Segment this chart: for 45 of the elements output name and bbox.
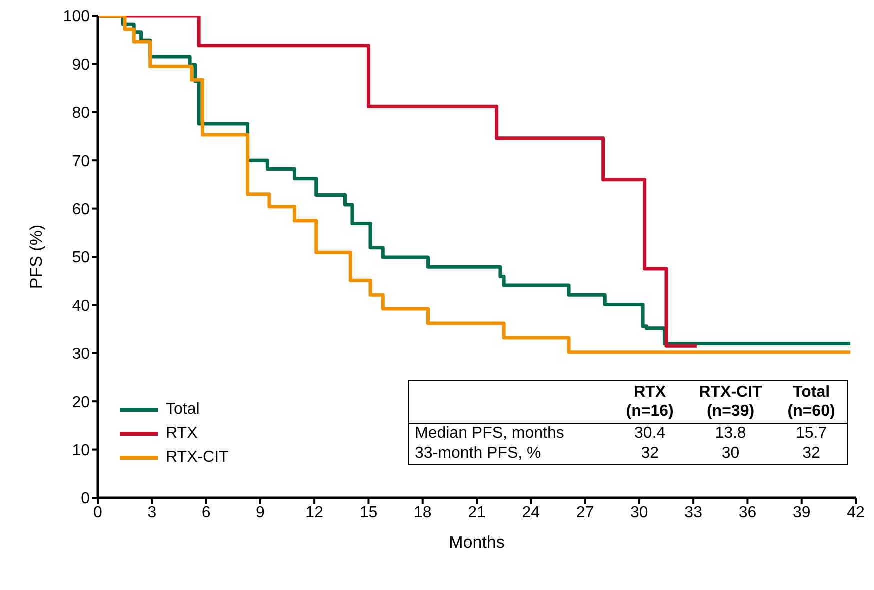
annotation: (n=16) xyxy=(625,402,675,421)
annotation: (n=39) xyxy=(706,402,756,421)
x-tick-label: 42 xyxy=(847,504,865,522)
annotation: 30 xyxy=(720,444,741,464)
x-tick-label: 27 xyxy=(576,504,594,522)
y-tick-label: 20 xyxy=(72,394,90,412)
x-tick-label: 15 xyxy=(360,504,378,522)
annotation: 33-month PFS, % xyxy=(414,444,542,464)
x-tick-label: 24 xyxy=(522,504,540,522)
x-axis-title: Months xyxy=(449,533,505,552)
legend-label: RTX xyxy=(166,425,198,443)
y-tick-label: 100 xyxy=(63,8,90,26)
annotation: Median PFS, months xyxy=(414,424,566,444)
annotation: 32 xyxy=(640,444,660,464)
x-tick-label: 3 xyxy=(148,504,157,522)
legend-label: RTX-CIT xyxy=(166,449,229,467)
y-axis-title: PFS (%) xyxy=(27,224,46,290)
y-tick-label: 60 xyxy=(72,201,90,218)
annotation: Total xyxy=(792,383,832,402)
x-tick-label: 33 xyxy=(684,504,703,522)
x-tick-label: 30 xyxy=(630,504,648,522)
y-tick-label: 30 xyxy=(72,346,90,364)
x-tick-label: 39 xyxy=(792,504,811,522)
y-tick-label: 70 xyxy=(72,153,90,170)
y-tick-label: 0 xyxy=(81,490,90,508)
y-tick-label: 80 xyxy=(72,105,90,122)
annotation: RTX xyxy=(633,383,668,402)
y-tick-label: 50 xyxy=(72,250,90,267)
x-tick-label: 0 xyxy=(94,504,103,522)
y-tick-label: 40 xyxy=(72,298,90,315)
annotation: RTX-CIT xyxy=(698,383,764,402)
legend-label: Total xyxy=(166,401,200,419)
x-tick-label: 6 xyxy=(202,504,211,522)
x-tick-label: 9 xyxy=(256,504,265,522)
y-tick-label: 90 xyxy=(72,56,90,74)
annotation: 13.8 xyxy=(714,424,748,444)
annotation: 32 xyxy=(802,444,822,464)
x-tick-label: 18 xyxy=(414,504,432,522)
annotation: 15.7 xyxy=(794,424,828,444)
x-tick-label: 21 xyxy=(468,504,486,522)
annotation: 30.4 xyxy=(634,424,667,444)
y-tick-label: 10 xyxy=(72,442,90,460)
x-tick-label: 12 xyxy=(306,504,324,522)
x-tick-label: 36 xyxy=(738,504,757,522)
annotation: (n=60) xyxy=(786,402,836,421)
